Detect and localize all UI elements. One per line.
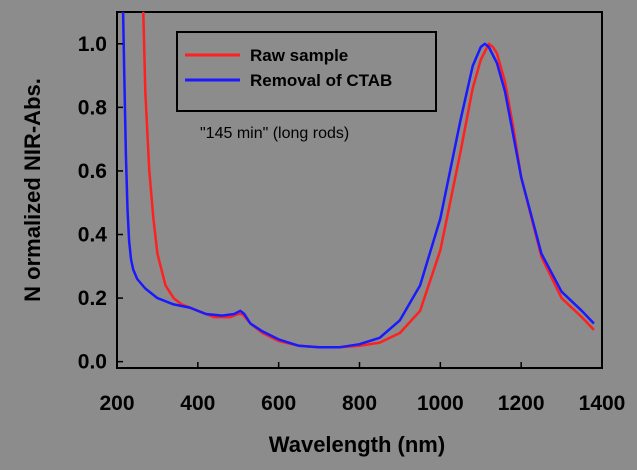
chart-annotation: "145 min" (long rods) [200, 125, 349, 142]
y-tick-label: 0.2 [78, 287, 107, 310]
x-tick-label: 1400 [579, 392, 626, 415]
x-tick-label: 1200 [498, 392, 545, 415]
ticks-group: 200 400 600 800 1000 1200 1400 0.0 0.2 0.4 0.6 0.8 1… [78, 33, 626, 415]
legend-label-raw-sample: Raw sample [250, 46, 348, 65]
series-line-removal-of-ctab [121, 11, 595, 349]
y-tick-label: 0.0 [78, 351, 107, 374]
x-axis-title: Wavelength (nm) [269, 432, 445, 457]
series-group [121, 11, 595, 349]
y-tick-label: 0.8 [78, 96, 108, 119]
y-axis-title: N ormalized NIR-Abs. [20, 78, 45, 302]
legend: Raw sample Removal of CTAB [176, 31, 437, 112]
plot-area [116, 11, 603, 369]
y-tick-label: 1.0 [78, 33, 107, 56]
y-tick-label: 0.4 [78, 224, 108, 247]
legend-box [176, 31, 437, 112]
legend-label-removal-of-ctab: Removal of CTAB [250, 71, 392, 90]
series-line-raw-sample [142, 11, 595, 349]
y-tick-label: 0.6 [78, 160, 107, 183]
x-tick-label: 200 [99, 392, 134, 415]
x-tick-label: 1000 [417, 392, 464, 415]
x-tick-label: 600 [261, 392, 296, 415]
x-tick-label: 400 [180, 392, 215, 415]
x-tick-label: 800 [342, 392, 377, 415]
